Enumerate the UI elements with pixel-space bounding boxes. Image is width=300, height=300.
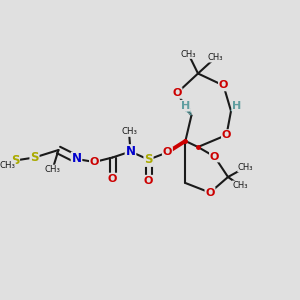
Text: S: S [12, 155, 18, 166]
Text: CH₃: CH₃ [44, 165, 61, 174]
Text: O: O [90, 157, 99, 167]
Text: O: O [163, 147, 172, 158]
Text: H: H [181, 100, 190, 111]
Text: CH₃: CH₃ [238, 163, 253, 172]
Text: O: O [144, 176, 153, 186]
Text: CH₃: CH₃ [208, 53, 223, 62]
Text: O: O [222, 130, 231, 140]
Text: O: O [205, 188, 215, 198]
Text: S: S [30, 151, 39, 164]
Text: N: N [125, 145, 136, 158]
Text: O: O [219, 80, 228, 91]
Text: CH₃: CH₃ [0, 160, 16, 169]
Text: O: O [210, 152, 219, 162]
Text: N: N [71, 152, 82, 166]
Text: O: O [108, 173, 117, 184]
Text: O: O [172, 88, 182, 98]
Text: CH₃: CH₃ [121, 128, 137, 136]
Text: CH₃: CH₃ [181, 50, 196, 58]
Text: S: S [144, 153, 153, 166]
Text: H: H [232, 100, 242, 111]
Text: CH₃: CH₃ [232, 181, 248, 190]
Text: S: S [11, 154, 19, 167]
